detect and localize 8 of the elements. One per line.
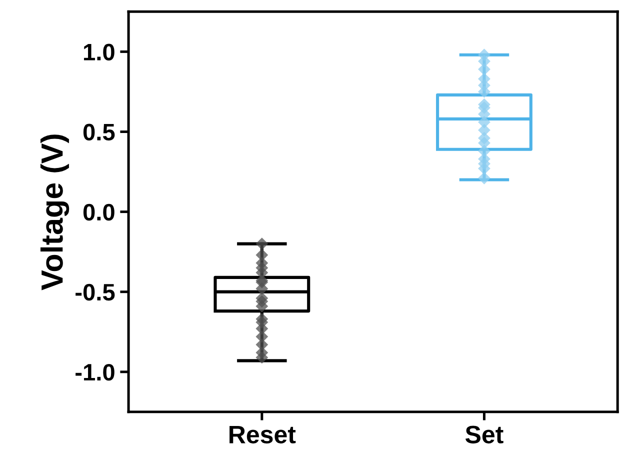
x-tick-label: Set bbox=[465, 426, 504, 444]
y-axis-title: Voltage (V) bbox=[40, 134, 70, 290]
y-tick-label: -0.5 bbox=[76, 284, 115, 301]
y-tick-label: 0.0 bbox=[83, 204, 114, 221]
y-tick-label: 0.5 bbox=[83, 124, 115, 141]
x-tick-label: Reset bbox=[230, 426, 296, 444]
y-tick-label: -1.0 bbox=[76, 364, 114, 381]
y-tick-label: 1.0 bbox=[84, 44, 114, 60]
